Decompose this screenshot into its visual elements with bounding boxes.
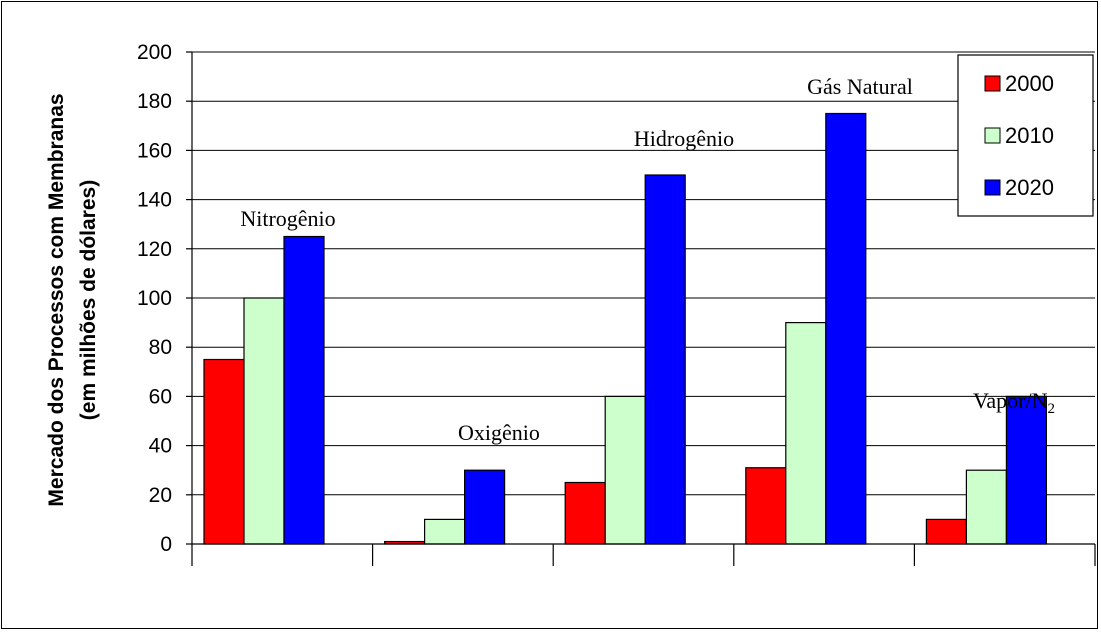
bar-2020-3 xyxy=(644,174,686,545)
category-label-5: Vapor/N2 xyxy=(973,388,1055,417)
legend-swatch-2020 xyxy=(984,179,1001,196)
axes xyxy=(186,51,1096,566)
bars xyxy=(203,112,1048,545)
bar-2020-2 xyxy=(464,469,506,545)
category-labels: Nitrogênio Oxigênio Hidrogênio Gás Natural V… xyxy=(240,74,1055,445)
y-axis-title: Mercado dos Processos com Membranas (em … xyxy=(45,93,100,506)
bar-2000-5 xyxy=(925,518,968,545)
bar-2020-5 xyxy=(1005,395,1048,545)
y-tick-label-40: 40 xyxy=(149,435,172,458)
legend: 2000 2010 2020 xyxy=(957,54,1094,217)
y-tick-label-140: 140 xyxy=(137,189,172,212)
y-tick-label-120: 120 xyxy=(137,238,172,261)
legend-label-2020: 2020 xyxy=(1005,175,1054,200)
y-tick-label-160: 160 xyxy=(137,139,172,162)
bar-2010-5 xyxy=(965,469,1008,545)
category-label-4: Gás Natural xyxy=(807,74,913,99)
y-tick-labels: 0 20 40 60 80 100 120 140 160 180 200 xyxy=(137,41,172,556)
bar-2010-2 xyxy=(424,518,466,545)
legend-swatch-2000 xyxy=(984,75,1001,92)
y-tick-label-100: 100 xyxy=(137,287,172,310)
y-axis-title-line1: Mercado dos Processos com Membranas xyxy=(45,93,68,506)
category-label-2: Oxigênio xyxy=(458,420,540,445)
y-tick-label-20: 20 xyxy=(149,484,172,507)
legend-swatch-2010 xyxy=(984,127,1001,144)
y-tick-label-200: 200 xyxy=(137,41,172,64)
bar-2020-4 xyxy=(825,112,867,545)
bar-2010-4 xyxy=(785,322,827,545)
legend-label-2010: 2010 xyxy=(1005,123,1054,148)
y-tick-label-80: 80 xyxy=(149,336,172,359)
bar-2000-1 xyxy=(203,358,245,545)
bar-2000-3 xyxy=(564,481,606,545)
legend-box xyxy=(957,54,1094,217)
y-tick-label-0: 0 xyxy=(160,533,172,556)
grid-lines xyxy=(192,51,1095,545)
y-axis-title-line2: (em milhões de dólares) xyxy=(77,180,100,420)
category-label-1: Nitrogênio xyxy=(240,206,335,231)
category-label-3: Hidrogênio xyxy=(634,126,734,151)
y-tick-label-180: 180 xyxy=(137,90,172,113)
bar-2000-4 xyxy=(745,467,787,545)
bar-2010-1 xyxy=(243,297,285,545)
bar-2010-3 xyxy=(604,395,646,545)
y-tick-label-60: 60 xyxy=(149,385,172,408)
legend-label-2000: 2000 xyxy=(1005,71,1054,96)
bar-2020-1 xyxy=(283,235,325,545)
